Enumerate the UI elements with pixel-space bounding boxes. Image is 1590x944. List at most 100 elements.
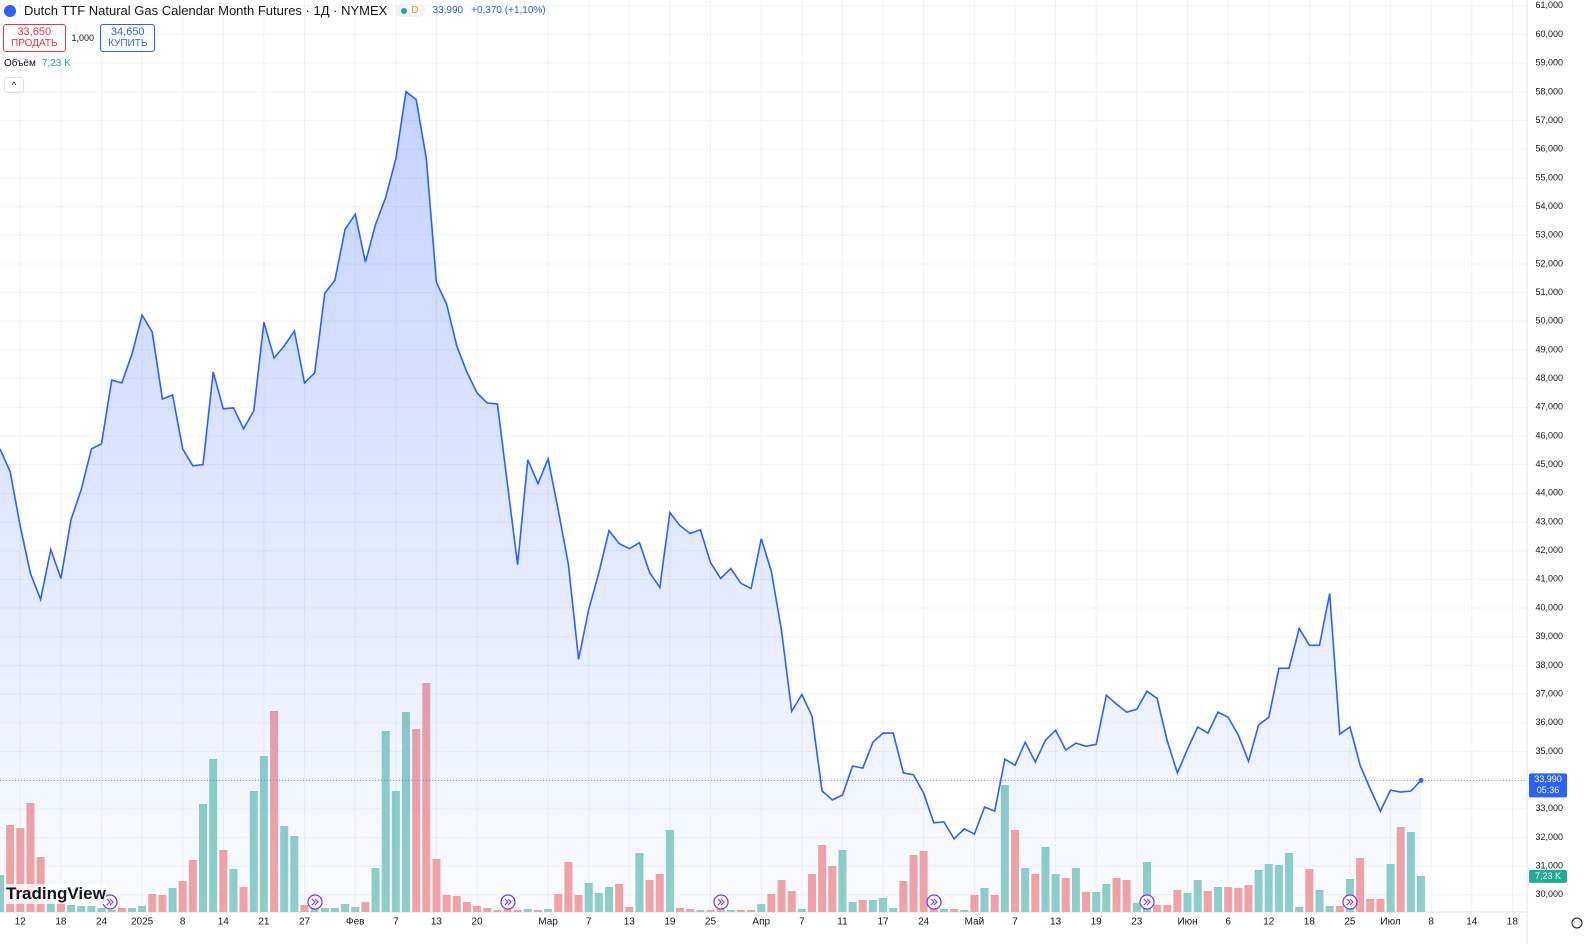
event-icon-arrow <box>504 898 512 906</box>
x-tick-label: 2025 <box>131 917 154 928</box>
y-tick-label: 37,000 <box>1535 688 1563 698</box>
x-tick-label: 7 <box>586 917 592 928</box>
y-tick-label: 51,000 <box>1535 287 1563 297</box>
x-tick-label: 20 <box>471 917 483 928</box>
y-tick-label: 47,000 <box>1535 402 1563 412</box>
y-tick-label: 49,000 <box>1535 344 1563 354</box>
title: Dutch TTF Natural Gas Calendar Month Fut… <box>24 3 388 18</box>
y-tick-label: 41,000 <box>1535 574 1563 584</box>
price-area <box>0 91 1421 913</box>
x-tick-label: 13 <box>624 917 636 928</box>
x-tick-label: 19 <box>664 917 676 928</box>
x-tick-label: Май <box>965 917 985 928</box>
x-tick-label: 25 <box>1344 917 1356 928</box>
x-tick-label: 18 <box>1507 917 1519 928</box>
quantity[interactable]: 1,000 <box>71 33 95 43</box>
y-tick-label: 46,000 <box>1535 430 1563 440</box>
price-line <box>0 90 1422 841</box>
y-tick-label: 61,000 <box>1535 0 1563 10</box>
status-badge[interactable]: D <box>395 4 425 17</box>
x-tick-label: 17 <box>877 917 889 928</box>
y-tick-label: 32,000 <box>1535 832 1563 842</box>
settings-icon <box>1571 917 1583 929</box>
y-tick-label: 55,000 <box>1535 172 1563 182</box>
y-tick-label: 54,000 <box>1535 201 1563 211</box>
x-tick-label: 12 <box>1263 917 1275 928</box>
event-icon-arrow <box>106 898 114 906</box>
x-tick-label: 8 <box>1428 917 1434 928</box>
event-icon-arrow <box>311 898 319 906</box>
x-tick-label: 18 <box>55 917 67 928</box>
y-tick-label: 50,000 <box>1535 316 1563 326</box>
x-tick-label: Фев <box>346 917 364 928</box>
x-tick-label: 24 <box>96 917 108 928</box>
y-tick-label: 30,000 <box>1535 889 1563 899</box>
change: +0,370 (+1,10%) <box>471 5 546 16</box>
y-tick-label: 59,000 <box>1535 58 1563 68</box>
x-tick-label: 18 <box>1304 917 1316 928</box>
y-tick-label: 31,000 <box>1535 860 1563 870</box>
volume-name: Объём <box>4 58 36 69</box>
volume-value: 7,23 K <box>41 58 71 69</box>
x-tick-label: 27 <box>299 917 311 928</box>
collapse-button[interactable]: ^ <box>4 77 24 93</box>
y-tick-label: 60,000 <box>1535 29 1563 39</box>
y-tick-label: 44,000 <box>1535 488 1563 498</box>
logo: TradingView <box>6 884 106 904</box>
event-icon-arrow <box>717 898 725 906</box>
countdown: 05:36 <box>1537 785 1560 795</box>
last-point <box>1418 777 1424 783</box>
event-icon-arrow <box>930 898 938 906</box>
x-tick-label: 21 <box>258 917 270 928</box>
x-tick-label: 7 <box>393 917 399 928</box>
volume-legend: Объём 7,23 K <box>4 58 71 69</box>
y-tick-label: 48,000 <box>1535 373 1563 383</box>
x-tick-label: Апр <box>752 917 770 928</box>
x-tick-label: 12 <box>15 917 27 928</box>
volume-label-box <box>1529 869 1567 883</box>
buy-label: КУПИТЬ <box>108 38 148 49</box>
y-tick-label: 58,000 <box>1535 86 1563 96</box>
y-tick-label: 52,000 <box>1535 258 1563 268</box>
price-label: 33,990 <box>1534 774 1562 784</box>
buy-price: 34,650 <box>110 26 145 38</box>
y-tick-label: 53,000 <box>1535 230 1563 240</box>
event-icon-arrow <box>1346 898 1354 906</box>
quote: 33,990 <box>432 5 464 16</box>
buy-button[interactable]: 34,650 КУПИТЬ <box>100 24 156 52</box>
y-tick-label: 57,000 <box>1535 115 1563 125</box>
x-tick-label: 25 <box>705 917 717 928</box>
y-tick-label: 39,000 <box>1535 631 1563 641</box>
x-tick-label: 24 <box>918 917 930 928</box>
x-tick-label: 14 <box>218 917 230 928</box>
x-tick-label: 19 <box>1091 917 1103 928</box>
sell-price: 33,650 <box>17 26 52 38</box>
y-tick-label: 38,000 <box>1535 660 1563 670</box>
y-tick-label: 45,000 <box>1535 459 1563 469</box>
sell-label: ПРОДАТЬ <box>11 38 58 49</box>
x-tick-label: 8 <box>180 917 186 928</box>
price-label-box <box>1529 773 1567 798</box>
x-tick-label: Мар <box>538 917 558 928</box>
y-tick-label: 56,000 <box>1535 144 1563 154</box>
volume-label: 7,23 K <box>1535 871 1561 881</box>
x-tick-label: 13 <box>431 917 443 928</box>
event-icon-arrow <box>1143 898 1151 906</box>
x-tick-label: 13 <box>1050 917 1062 928</box>
x-tick-label: 7 <box>1012 917 1018 928</box>
x-tick-label: 23 <box>1131 917 1143 928</box>
y-tick-label: 36,000 <box>1535 717 1563 727</box>
y-tick-label: 33,000 <box>1535 803 1563 813</box>
trade-panel: 33,650 ПРОДАТЬ 1,000 34,650 КУПИТЬ <box>3 24 156 52</box>
y-tick-label: 43,000 <box>1535 516 1563 526</box>
x-tick-label: 6 <box>1225 917 1231 928</box>
x-tick-label: 14 <box>1466 917 1478 928</box>
header: Dutch TTF Natural Gas Calendar Month Fut… <box>4 3 546 18</box>
x-tick-label: 11 <box>837 917 848 928</box>
x-tick-label: Июл <box>1380 917 1400 928</box>
sell-button[interactable]: 33,650 ПРОДАТЬ <box>3 24 66 52</box>
x-tick-label: Июн <box>1177 917 1197 928</box>
y-tick-label: 35,000 <box>1535 746 1563 756</box>
